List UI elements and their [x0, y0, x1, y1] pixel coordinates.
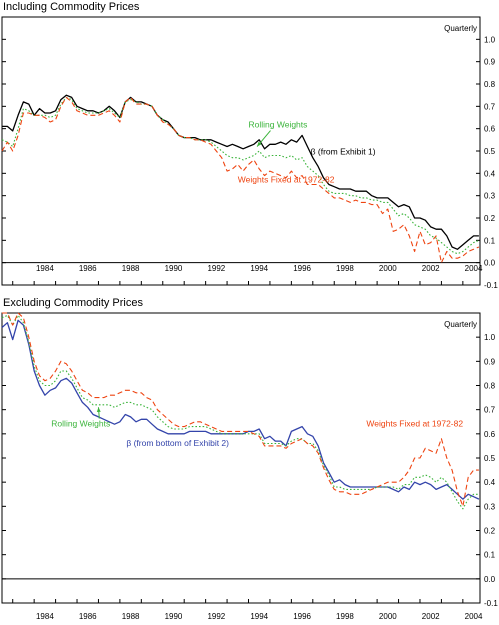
chart1-y-tick-label: 1.0 — [484, 333, 496, 342]
chart1-x-tick-label: 1986 — [79, 612, 97, 621]
chart-title-excluding: Excluding Commodity Prices — [3, 297, 143, 309]
chart1-series-solid-line — [1, 319, 480, 500]
chart1-x-tick-label: 1996 — [293, 612, 311, 621]
chart0-y-tick-label: 0.9 — [484, 58, 496, 67]
chart1-frequency-label: Quarterly — [444, 320, 477, 329]
chart0-x-tick-label: 1992 — [207, 264, 225, 273]
chart0-series-dotted-line — [1, 96, 480, 255]
chart0-x-tick-label: 1998 — [336, 264, 354, 273]
chart0-y-tick-label: 0.5 — [484, 147, 496, 156]
chart1-x-tick-label: 1988 — [122, 612, 140, 621]
chart0-y-tick-label: -0.1 — [484, 281, 498, 290]
chart1-annotation-label: β (from bottom of Exhibit 2) — [126, 438, 229, 448]
chart1-y-tick-label: 0.1 — [484, 551, 496, 560]
chart-title-including: Including Commodity Prices — [3, 1, 140, 13]
chart0-y-tick-label: 0.0 — [484, 259, 496, 268]
chart0-x-tick-label: 1988 — [122, 264, 140, 273]
chart1-series-dotted-line — [1, 314, 479, 510]
chart0-y-tick-label: 0.7 — [484, 102, 496, 111]
chart1-x-tick-label: 1998 — [336, 612, 354, 621]
chart0-y-tick-label: 0.3 — [484, 192, 496, 201]
chart1-x-tick-label: 1992 — [207, 612, 225, 621]
chart1-y-tick-label: 0.6 — [484, 430, 496, 439]
chart0-y-tick-label: 0.1 — [484, 236, 496, 245]
chart1-plot-frame — [1, 312, 481, 604]
chart0-annotation-label: Rolling Weights — [249, 120, 308, 130]
chart0-y-tick-label: 0.4 — [484, 169, 496, 178]
chart1-x-tick-label: 2002 — [422, 612, 440, 621]
chart1-series-dashed-line — [2, 312, 479, 507]
chart1-annotation-label: Rolling Weights — [51, 419, 110, 429]
chart1-y-tick-label: 0.8 — [484, 382, 496, 391]
chart0-y-tick-label: 1.0 — [484, 35, 496, 44]
chart1-x-tick-label: 1990 — [165, 612, 183, 621]
chart1-y-tick-label: 0.4 — [484, 478, 496, 487]
chart1-y-tick-label: 0.3 — [484, 502, 496, 511]
chart0-annotation-label: β (from Exhibit 1) — [311, 146, 376, 156]
chart1-y-tick-label: -0.1 — [484, 599, 498, 608]
chart0-x-tick-label: 2004 — [465, 264, 483, 273]
chart0-y-tick-label: 0.2 — [484, 214, 496, 223]
chart1-y-tick-label: 0.9 — [484, 357, 496, 366]
chart1-x-tick-label: 1994 — [250, 612, 268, 621]
chart0-y-tick-label: 0.6 — [484, 125, 496, 134]
chart1-y-tick-label: 0.7 — [484, 406, 496, 415]
chart0-annotation-arrow-head — [257, 141, 262, 147]
chart0-y-tick-label: 0.8 — [484, 80, 496, 89]
chart0-x-tick-label: 2000 — [379, 264, 397, 273]
chart0-x-tick-label: 1986 — [79, 264, 97, 273]
chart0-x-tick-label: 1994 — [250, 264, 268, 273]
chart0-annotation-label: Weights Fixed at 1972-82 — [238, 174, 335, 184]
chart0-frequency-label: Quarterly — [444, 24, 477, 33]
chart1-y-tick-label: 0.2 — [484, 527, 496, 536]
chart0-x-tick-label: 1984 — [36, 264, 54, 273]
chart1-x-tick-label: 2004 — [465, 612, 483, 621]
chart0-x-tick-label: 1990 — [165, 264, 183, 273]
chart1-x-tick-label: 1984 — [36, 612, 54, 621]
chart0-plot-frame — [1, 16, 481, 286]
chart1-y-tick-label: 0.0 — [484, 575, 496, 584]
chart1-x-tick-label: 2000 — [379, 612, 397, 621]
chart1-annotation-label: Weights Fixed at 1972-82 — [366, 419, 463, 429]
chart1-annotation-arrow-head — [96, 407, 101, 412]
chart0-series-dashed-line — [1, 96, 480, 264]
chart1-y-tick-label: 0.5 — [484, 454, 496, 463]
chart0-x-tick-label: 2002 — [422, 264, 440, 273]
chart0-x-tick-label: 1996 — [293, 264, 311, 273]
chart0-series-solid-line — [2, 94, 479, 250]
